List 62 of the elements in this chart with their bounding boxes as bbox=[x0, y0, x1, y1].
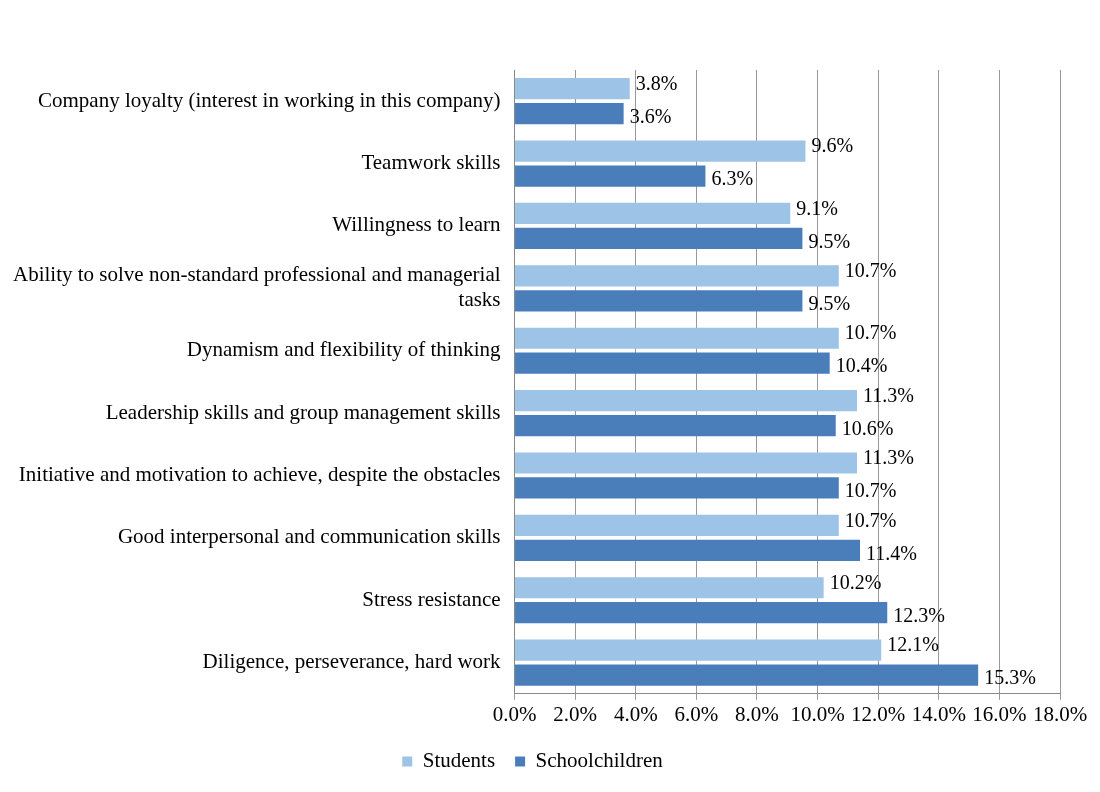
bar bbox=[515, 265, 839, 287]
data-label: 3.6% bbox=[629, 104, 672, 127]
data-label: 10.7% bbox=[844, 479, 897, 502]
bar bbox=[515, 202, 791, 225]
y-tick-label: Initiative and motivation to achieve, despite the obstacles bbox=[18, 461, 501, 486]
bar bbox=[515, 78, 630, 100]
bar bbox=[515, 602, 888, 624]
x-tick-label: 6.0% bbox=[674, 701, 719, 726]
data-label: 11.3% bbox=[862, 383, 914, 406]
data-label: 6.3% bbox=[711, 167, 754, 190]
data-label: 12.1% bbox=[887, 633, 939, 656]
data-label: 9.6% bbox=[811, 134, 854, 157]
x-tick-label: 2.0% bbox=[553, 701, 598, 726]
data-label: 11.3% bbox=[862, 446, 914, 469]
data-label: 9.1% bbox=[796, 196, 838, 219]
legend-label: Students bbox=[422, 748, 496, 773]
bar bbox=[515, 639, 882, 661]
bar bbox=[515, 577, 824, 599]
data-label: 10.7% bbox=[844, 321, 897, 344]
x-tick-label: 12.0% bbox=[851, 701, 906, 726]
bar bbox=[515, 165, 706, 187]
bar bbox=[515, 290, 803, 312]
y-tick-label: Diligence, perseverance, hard work bbox=[202, 649, 502, 674]
y-tick-label: Company loyalty (interest in working in this company) bbox=[38, 87, 501, 112]
bar bbox=[515, 103, 624, 125]
x-tick-label: 8.0% bbox=[735, 701, 779, 726]
x-tick-label: 14.0% bbox=[911, 701, 966, 726]
bar bbox=[515, 390, 857, 412]
x-tick-label: 0.0% bbox=[492, 701, 537, 726]
y-tick-label: Ability to solve non-standard professional and managerial tasks bbox=[13, 262, 501, 312]
data-label: 3.8% bbox=[635, 71, 678, 94]
bar bbox=[515, 414, 836, 437]
data-label: 10.6% bbox=[841, 416, 894, 439]
data-label: 9.5% bbox=[808, 292, 851, 315]
y-tick-label: Teamwork skills bbox=[361, 150, 501, 175]
x-tick-label: 10.0% bbox=[790, 701, 845, 726]
bar bbox=[515, 140, 806, 162]
data-label: 11.4% bbox=[866, 541, 917, 564]
data-label: 9.5% bbox=[808, 229, 851, 252]
x-tick-label: 4.0% bbox=[613, 701, 658, 726]
data-label: 10.2% bbox=[829, 571, 882, 593]
bar bbox=[515, 539, 860, 561]
bar bbox=[515, 327, 839, 349]
bar bbox=[515, 664, 979, 686]
bar bbox=[515, 514, 839, 536]
bar bbox=[515, 452, 857, 474]
x-tick-label: 16.0% bbox=[972, 701, 1027, 726]
x-tick-label: 18.0% bbox=[1032, 701, 1088, 726]
y-tick-label: Dynamism and flexibility of thinking bbox=[186, 337, 502, 362]
y-tick-label: Leadership skills and group management skills bbox=[105, 399, 501, 424]
bar bbox=[515, 227, 803, 250]
y-tick-label: Good interpersonal and communication skills bbox=[117, 524, 501, 549]
legend-label: Schoolchildren bbox=[535, 748, 664, 773]
data-label: 10.4% bbox=[835, 354, 888, 377]
y-tick-label: Willingness to learn bbox=[332, 212, 502, 237]
bar bbox=[515, 352, 830, 374]
data-label: 10.7% bbox=[844, 259, 897, 282]
data-label: 12.3% bbox=[893, 603, 945, 626]
data-label: 15.3% bbox=[984, 666, 1036, 689]
data-label: 10.7% bbox=[844, 508, 897, 531]
bar bbox=[515, 477, 839, 499]
y-tick-label: Stress resistance bbox=[362, 586, 501, 611]
